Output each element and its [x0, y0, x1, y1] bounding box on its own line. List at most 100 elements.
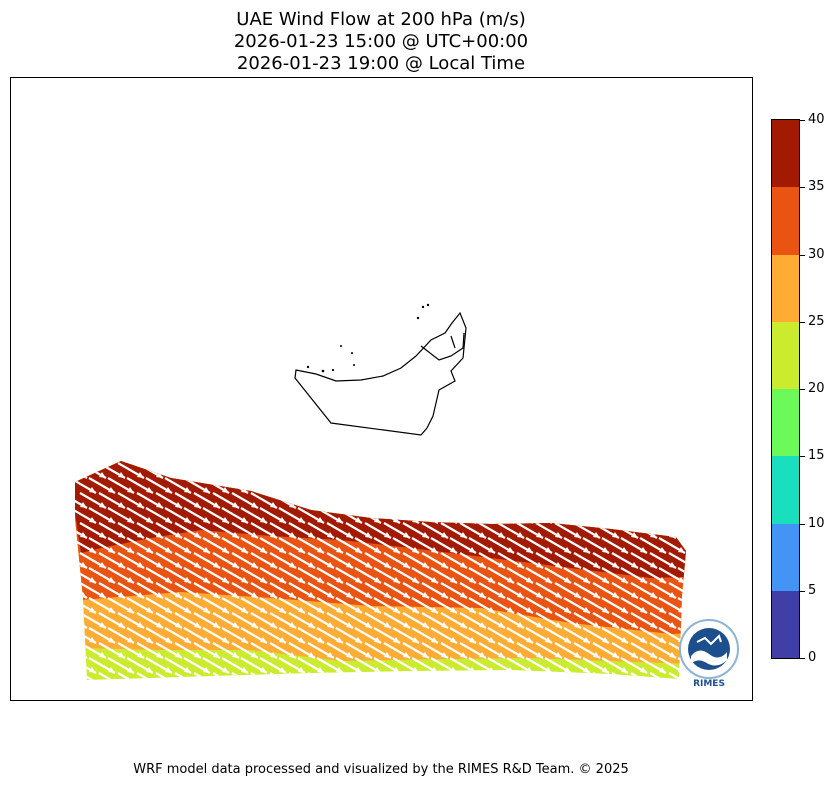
wind-vector-head — [460, 502, 467, 508]
wind-vector-head — [365, 502, 372, 508]
wind-vector-head — [194, 472, 201, 478]
wind-vector-head — [279, 487, 286, 493]
wind-vector — [601, 507, 629, 524]
wind-vector-head — [99, 472, 106, 478]
wind-vector-head — [669, 592, 676, 598]
wind-vector-head — [336, 667, 343, 673]
wind-vector-head — [298, 577, 305, 583]
wind-vector — [516, 492, 544, 509]
wind-vector — [697, 478, 723, 493]
wind-vector — [592, 462, 620, 479]
wind-vector-head — [469, 637, 476, 643]
wind-vector-head — [621, 637, 628, 643]
wind-vector — [573, 462, 601, 479]
wind-vector — [174, 462, 202, 479]
wind-vector-head — [640, 517, 647, 523]
wind-vector — [535, 492, 563, 509]
wind-vector-head — [184, 637, 191, 643]
wind-vector-head — [89, 517, 96, 523]
wind-vector-head — [441, 652, 448, 658]
wind-vector — [535, 672, 563, 680]
wind-vector-head — [555, 622, 562, 628]
wind-vector-head — [108, 667, 115, 673]
wind-vector-head — [498, 532, 505, 538]
wind-vector-head — [279, 607, 286, 613]
wind-vector-head — [621, 607, 628, 613]
wind-vector-head — [203, 487, 210, 493]
wind-vector-head — [298, 667, 305, 673]
wind-vector-head — [602, 607, 609, 613]
wind-vector-head — [251, 652, 258, 658]
wind-vector-head — [365, 562, 372, 568]
wind-vector-head — [279, 667, 286, 673]
wind-vector-head — [669, 502, 676, 508]
wind-vector — [250, 462, 278, 479]
wind-vector-head — [545, 487, 552, 493]
wind-vector-head — [260, 577, 267, 583]
wind-vector-head — [716, 577, 723, 583]
wind-vector — [307, 462, 335, 479]
wind-vector — [677, 507, 686, 524]
wind-vector — [345, 492, 373, 509]
wind-vector-head — [697, 487, 704, 493]
wind-vector-head — [431, 607, 438, 613]
wind-vector-head — [232, 472, 239, 478]
wind-vector-head — [716, 547, 723, 553]
wind-vector-head — [583, 637, 590, 643]
wind-vector-head — [688, 562, 695, 568]
wind-vector-head — [517, 472, 524, 478]
wind-vector-head — [213, 532, 220, 538]
wind-vector — [582, 477, 610, 494]
wind-vector-head — [422, 622, 429, 628]
wind-vector-head — [146, 487, 153, 493]
colorbar-tick-label: 30 — [808, 246, 825, 262]
wind-vector — [411, 507, 439, 524]
wind-vector-head — [555, 472, 562, 478]
wind-vector-head — [156, 622, 163, 628]
wind-vector — [383, 672, 411, 680]
wind-vector-head — [403, 502, 410, 508]
wind-vector-head — [184, 667, 191, 673]
colorbar-tick-label: 20 — [808, 381, 825, 396]
wind-vector-head — [621, 517, 628, 523]
wind-vector-head — [203, 547, 210, 553]
wind-vector — [592, 672, 620, 680]
wind-vector-head — [346, 562, 353, 568]
colorbar-tick — [800, 456, 805, 458]
wind-vector-head — [555, 682, 562, 688]
wind-vector-head — [441, 532, 448, 538]
wind-vector-head — [688, 472, 695, 478]
wind-vector-head — [355, 667, 362, 673]
wind-vector-head — [669, 472, 676, 478]
wind-vector-head — [602, 577, 609, 583]
wind-vector-head — [393, 547, 400, 553]
wind-vector-head — [374, 607, 381, 613]
wind-vector-head — [270, 592, 277, 598]
wind-vector — [525, 477, 553, 494]
wind-vector-head — [593, 652, 600, 658]
wind-vector-head — [118, 592, 125, 598]
wind-vector-head — [260, 607, 267, 613]
wind-vector-head — [327, 682, 334, 688]
colorbar-tick — [800, 187, 805, 189]
wind-vector-head — [536, 472, 543, 478]
wind-vector-head — [536, 502, 543, 508]
wind-vector-head — [346, 652, 353, 658]
wind-vector-head — [536, 622, 543, 628]
wind-vector-head — [384, 562, 391, 568]
wind-vector-head — [289, 562, 296, 568]
wind-vector-head — [317, 607, 324, 613]
wind-vector-head — [175, 562, 182, 568]
wind-vector-head — [165, 637, 172, 643]
wind-vector-head — [707, 562, 714, 568]
wind-vector-head — [498, 592, 505, 598]
wind-vector-head — [374, 517, 381, 523]
wind-vector — [411, 477, 439, 494]
wind-vector-head — [697, 517, 704, 523]
wind-vector-head — [412, 547, 419, 553]
wind-vector-head — [127, 637, 134, 643]
wind-vector-head — [108, 577, 115, 583]
wind-vector — [478, 492, 506, 509]
wind-vector-head — [346, 682, 353, 688]
wind-vector-head — [545, 577, 552, 583]
